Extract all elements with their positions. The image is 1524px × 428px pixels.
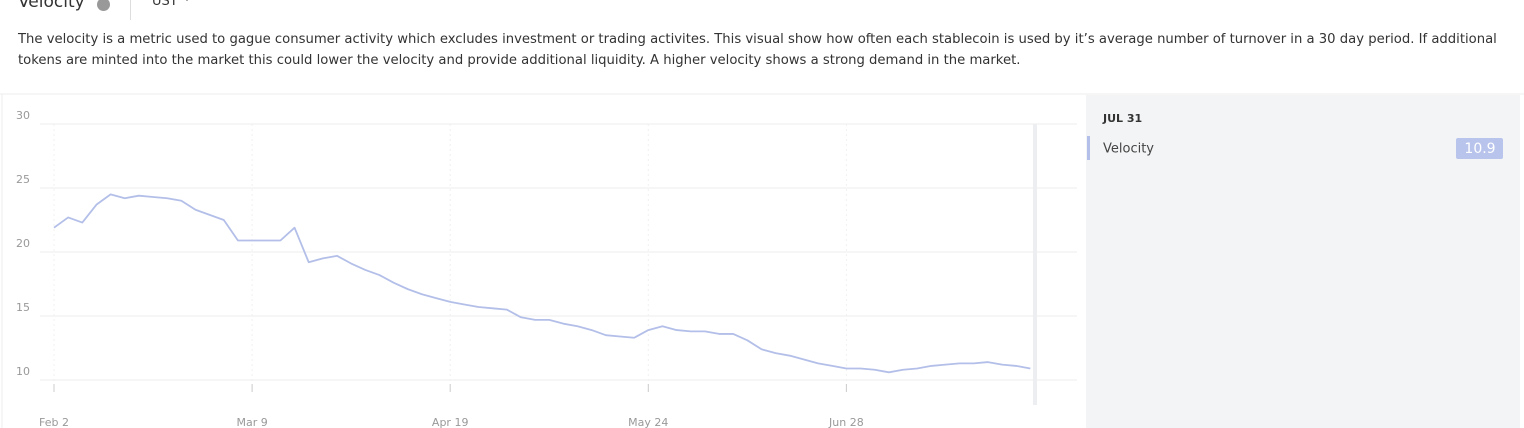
y-tick-label: 15 (16, 301, 30, 314)
description: The velocity is a metric used to gague c… (18, 32, 1497, 68)
tooltip-date: JUL 31 (1102, 112, 1142, 125)
coin-selector[interactable]: UST (152, 0, 191, 9)
x-tick-label: Jun 28 (828, 416, 864, 428)
tooltip-badge (1456, 138, 1503, 159)
section-title: Velocity (18, 0, 85, 12)
velocity-line (53, 193, 1031, 374)
tooltip-swatch (1087, 136, 1090, 160)
x-tick-label: Feb 2 (39, 416, 69, 428)
tooltip-panel (1086, 95, 1520, 428)
y-tick-label: 25 (16, 173, 30, 186)
x-tick-label: Apr 19 (432, 416, 469, 428)
y-tick-label: 20 (16, 237, 30, 250)
y-tick-label: 10 (16, 365, 30, 378)
divider (130, 0, 131, 20)
x-tick-label: Mar 9 (236, 416, 267, 428)
tooltip-value: 10.9 (1464, 141, 1495, 157)
tooltip-label: Velocity (1103, 142, 1154, 157)
info-icon[interactable] (97, 0, 110, 11)
y-tick-label: 30 (16, 109, 30, 122)
x-tick-label: May 24 (628, 416, 668, 428)
